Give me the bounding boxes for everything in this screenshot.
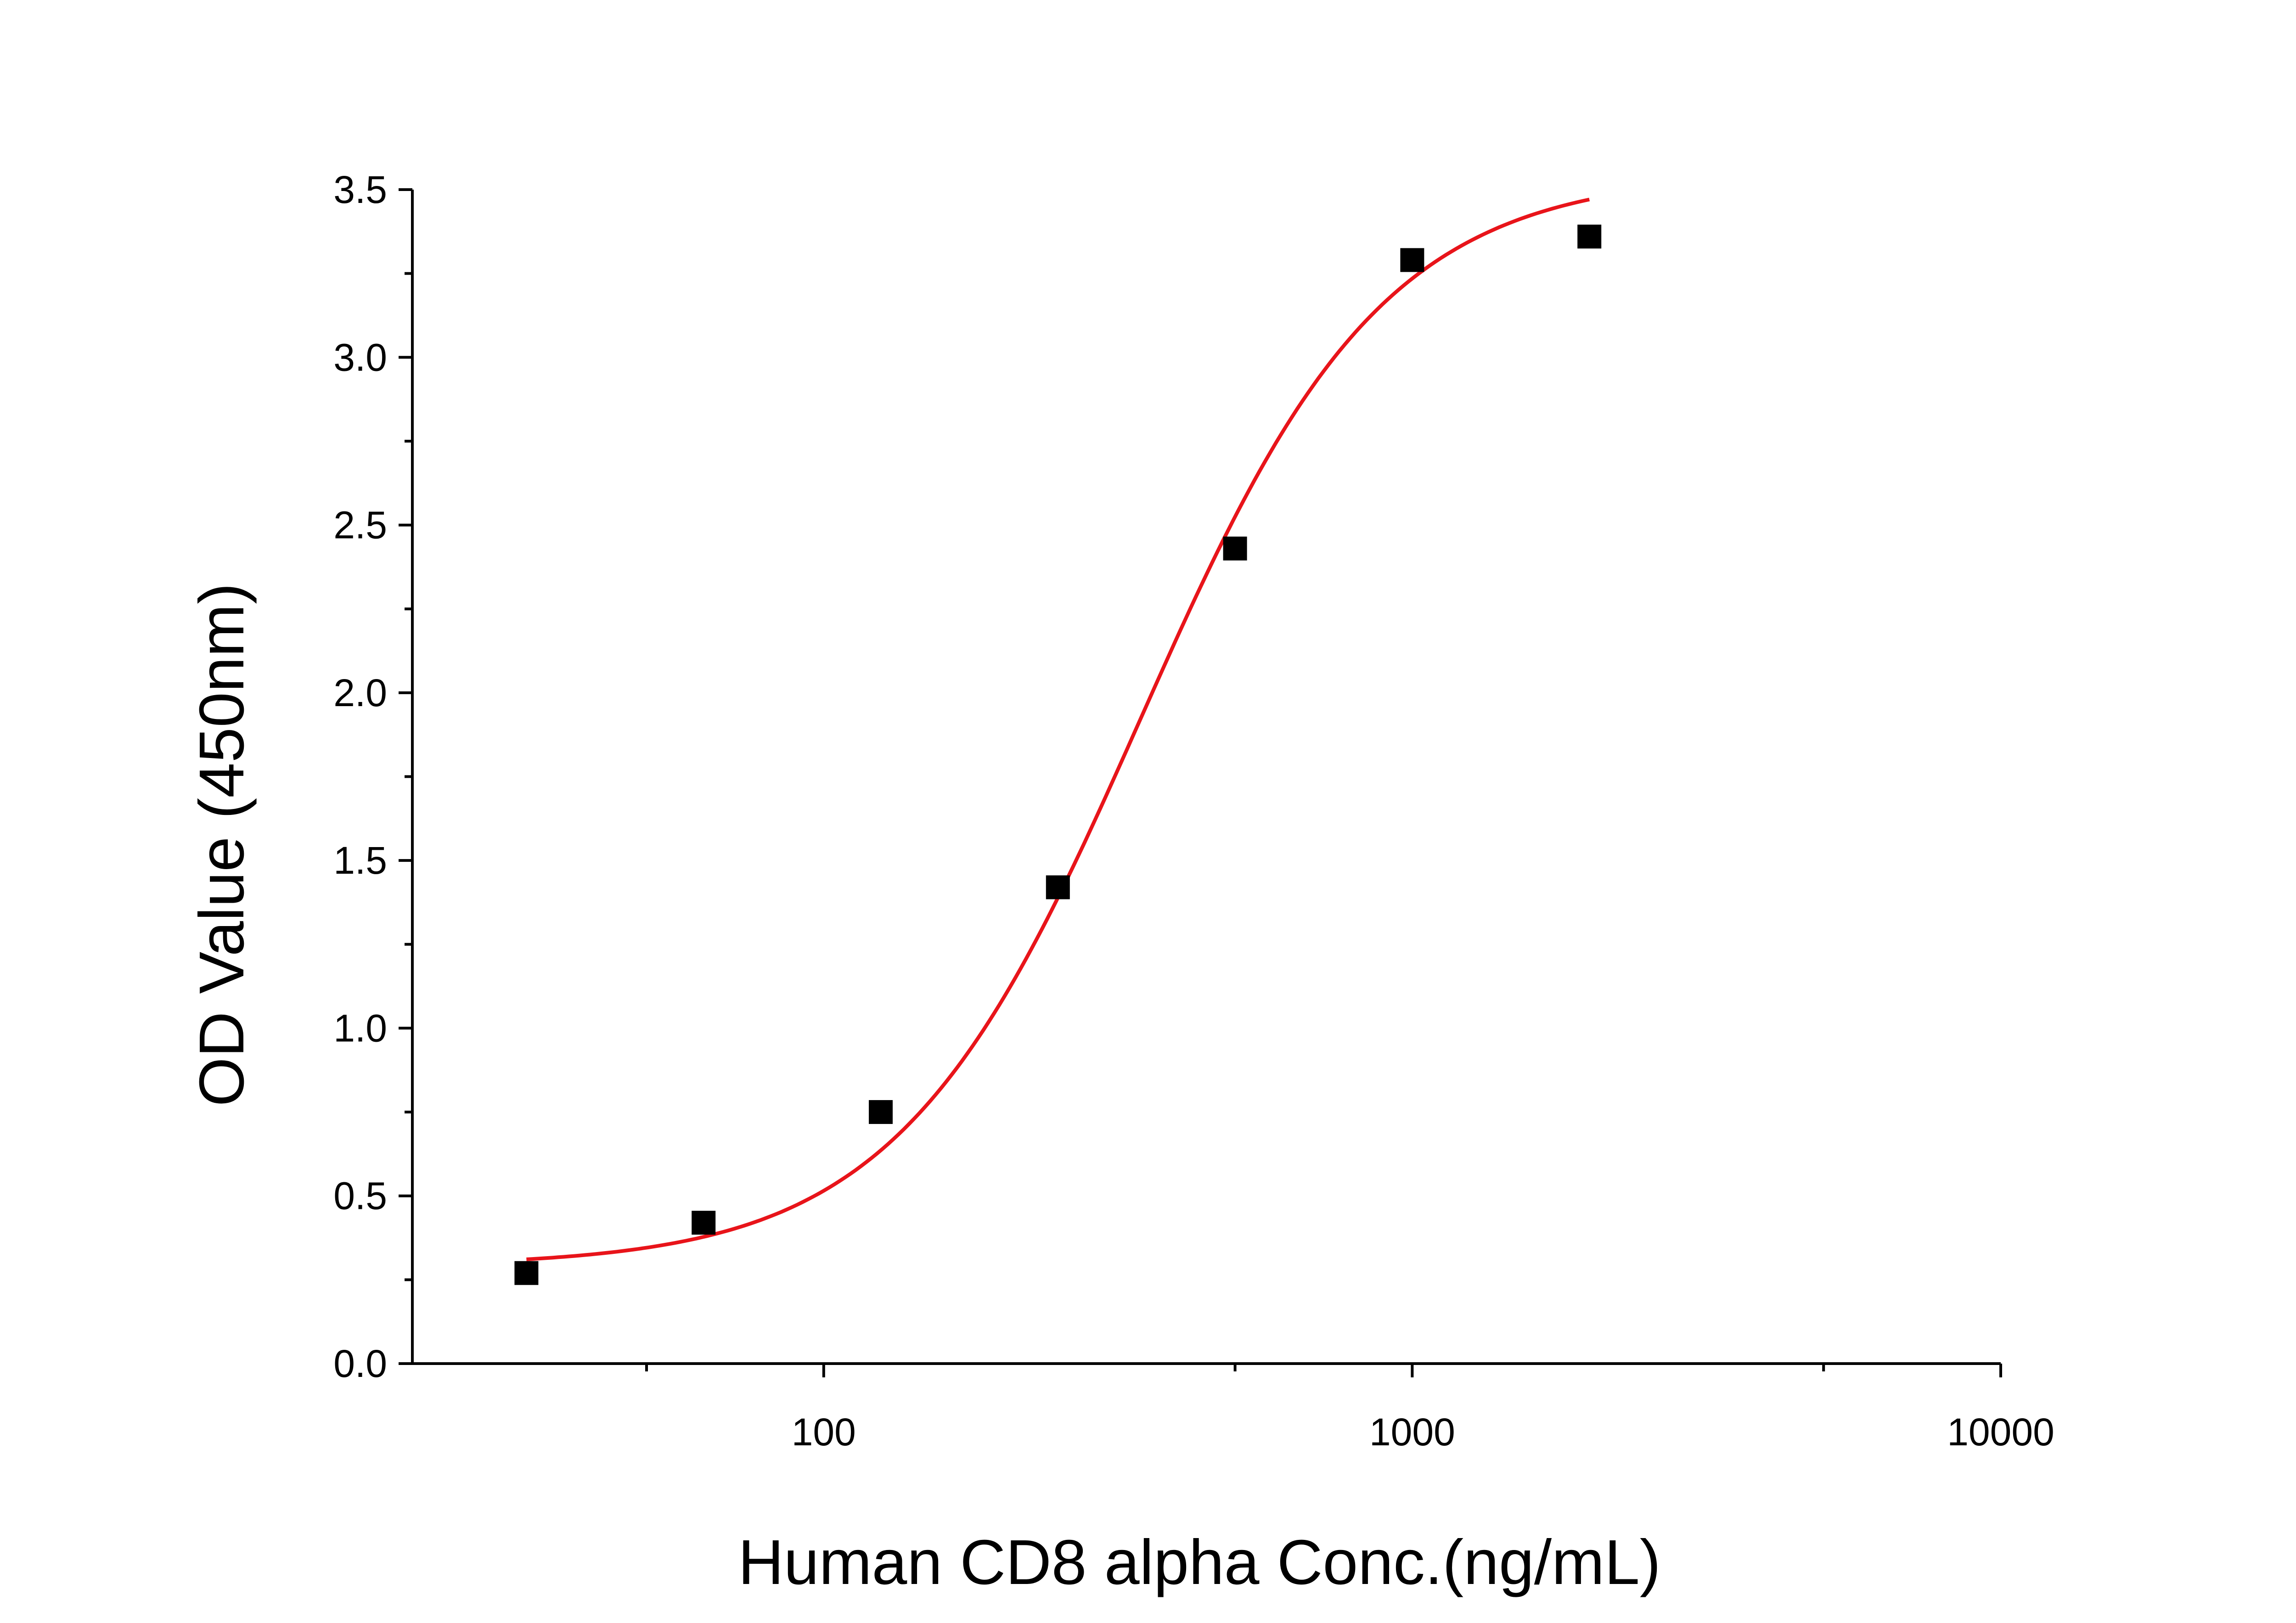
y-tick-label: 1.5 <box>333 839 387 882</box>
minor-ticks <box>405 272 1825 1371</box>
x-axis-title: Human CD8 alpha Conc.(ng/mL) <box>738 1527 1661 1598</box>
y-axis-title: OD Value (450nm) <box>186 583 257 1106</box>
data-markers <box>514 225 1602 1285</box>
data-point <box>1223 536 1247 561</box>
x-tick-label: 1000 <box>1369 1410 1455 1454</box>
y-tick-label: 2.5 <box>333 504 387 547</box>
data-point <box>692 1211 716 1235</box>
y-tick-label: 0.0 <box>333 1342 387 1385</box>
data-point <box>868 1100 893 1124</box>
fit-curve <box>526 197 1590 1261</box>
x-tick-label: 10000 <box>1947 1410 2054 1454</box>
major-ticks <box>399 188 2002 1377</box>
y-tick-label: 2.0 <box>333 671 387 714</box>
y-tick-label: 3.0 <box>333 336 387 379</box>
tick-labels: 0.0 0.5 1.0 1.5 2.0 2.5 3.0 3.5 100 1000 10000 <box>333 168 2054 1454</box>
data-point <box>514 1261 539 1285</box>
x-tick-label: 100 <box>792 1410 856 1454</box>
y-tick-label: 1.0 <box>333 1006 387 1050</box>
data-point <box>1400 248 1424 272</box>
data-point <box>1577 225 1602 249</box>
y-tick-label: 3.5 <box>333 168 387 211</box>
y-tick-label: 0.5 <box>333 1174 387 1218</box>
data-point <box>1046 875 1070 899</box>
